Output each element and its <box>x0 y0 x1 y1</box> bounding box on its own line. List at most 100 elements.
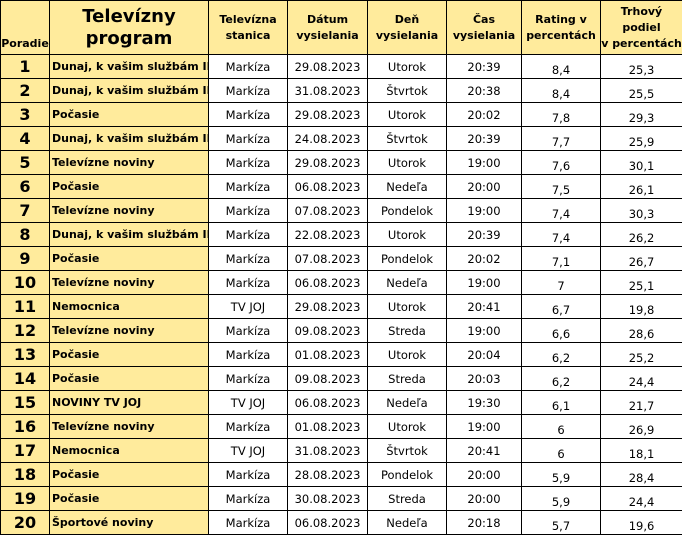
rating-cell: 6,1 <box>522 391 601 415</box>
date-cell: 06.08.2023 <box>288 271 368 295</box>
share-cell: 19,8 <box>601 295 682 319</box>
day-cell: Utorok <box>368 55 447 79</box>
share-cell: 25,5 <box>601 79 682 103</box>
day-cell: Nedeľa <box>368 511 447 535</box>
share-cell: 24,4 <box>601 487 682 511</box>
program-cell: Počasie <box>50 463 209 487</box>
station-cell: Markíza <box>209 415 288 439</box>
station-cell: Markíza <box>209 343 288 367</box>
station-cell: Markíza <box>209 319 288 343</box>
rating-cell: 7,5 <box>522 175 601 199</box>
rating-cell: 7,1 <box>522 247 601 271</box>
date-cell: 29.08.2023 <box>288 151 368 175</box>
share-cell: 21,7 <box>601 391 682 415</box>
time-cell: 20:41 <box>447 295 522 319</box>
program-cell: Televízne noviny <box>50 199 209 223</box>
station-cell: Markíza <box>209 199 288 223</box>
rating-cell: 6,2 <box>522 367 601 391</box>
date-cell: 29.08.2023 <box>288 55 368 79</box>
day-cell: Štvrtok <box>368 439 447 463</box>
date-cell: 06.08.2023 <box>288 391 368 415</box>
share-cell: 30,3 <box>601 199 682 223</box>
station-cell: Markíza <box>209 55 288 79</box>
rating-cell: 6,6 <box>522 319 601 343</box>
rating-cell: 5,9 <box>522 463 601 487</box>
date-cell: 06.08.2023 <box>288 175 368 199</box>
time-cell: 20:02 <box>447 103 522 127</box>
rating-cell: 8,4 <box>522 55 601 79</box>
day-cell: Nedeľa <box>368 271 447 295</box>
time-cell: 20:41 <box>447 439 522 463</box>
share-cell: 26,1 <box>601 175 682 199</box>
rank-cell: 16 <box>1 415 50 439</box>
rank-cell: 7 <box>1 199 50 223</box>
share-cell: 28,4 <box>601 463 682 487</box>
date-cell: 31.08.2023 <box>288 79 368 103</box>
day-cell: Pondelok <box>368 247 447 271</box>
program-cell: Počasie <box>50 343 209 367</box>
program-cell: Dunaj, k vašim službám III. <box>50 79 209 103</box>
share-cell: 25,2 <box>601 343 682 367</box>
program-cell: Športové noviny <box>50 511 209 535</box>
share-cell: 25,3 <box>601 55 682 79</box>
share-cell: 24,4 <box>601 367 682 391</box>
rating-cell: 7,6 <box>522 151 601 175</box>
day-cell: Nedeľa <box>368 175 447 199</box>
rank-cell: 11 <box>1 295 50 319</box>
program-cell: Dunaj, k vašim službám III. <box>50 55 209 79</box>
station-cell: TV JOJ <box>209 439 288 463</box>
station-cell: TV JOJ <box>209 295 288 319</box>
rating-cell: 7,7 <box>522 127 601 151</box>
rating-cell: 6 <box>522 415 601 439</box>
program-cell: Počasie <box>50 487 209 511</box>
day-cell: Utorok <box>368 103 447 127</box>
station-cell: Markíza <box>209 271 288 295</box>
time-cell: 20:04 <box>447 343 522 367</box>
share-cell: 29,3 <box>601 103 682 127</box>
day-cell: Nedeľa <box>368 391 447 415</box>
station-cell: TV JOJ <box>209 391 288 415</box>
time-cell: 19:00 <box>447 151 522 175</box>
date-cell: 31.08.2023 <box>288 439 368 463</box>
time-cell: 20:02 <box>447 247 522 271</box>
share-cell: 28,6 <box>601 319 682 343</box>
day-cell: Utorok <box>368 223 447 247</box>
share-cell: 18,1 <box>601 439 682 463</box>
station-cell: Markíza <box>209 79 288 103</box>
program-cell: NOVINY TV JOJ <box>50 391 209 415</box>
time-cell: 19:00 <box>447 319 522 343</box>
rank-cell: 5 <box>1 151 50 175</box>
day-cell: Streda <box>368 319 447 343</box>
rank-cell: 12 <box>1 319 50 343</box>
station-cell: Markíza <box>209 151 288 175</box>
share-cell: 26,7 <box>601 247 682 271</box>
program-cell: Televízne noviny <box>50 271 209 295</box>
time-cell: 19:00 <box>447 199 522 223</box>
rank-cell: 2 <box>1 79 50 103</box>
date-cell: 07.08.2023 <box>288 199 368 223</box>
time-cell: 20:39 <box>447 223 522 247</box>
time-cell: 19:30 <box>447 391 522 415</box>
rating-cell: 5,9 <box>522 487 601 511</box>
station-cell: Markíza <box>209 127 288 151</box>
time-cell: 20:39 <box>447 55 522 79</box>
day-cell: Utorok <box>368 343 447 367</box>
